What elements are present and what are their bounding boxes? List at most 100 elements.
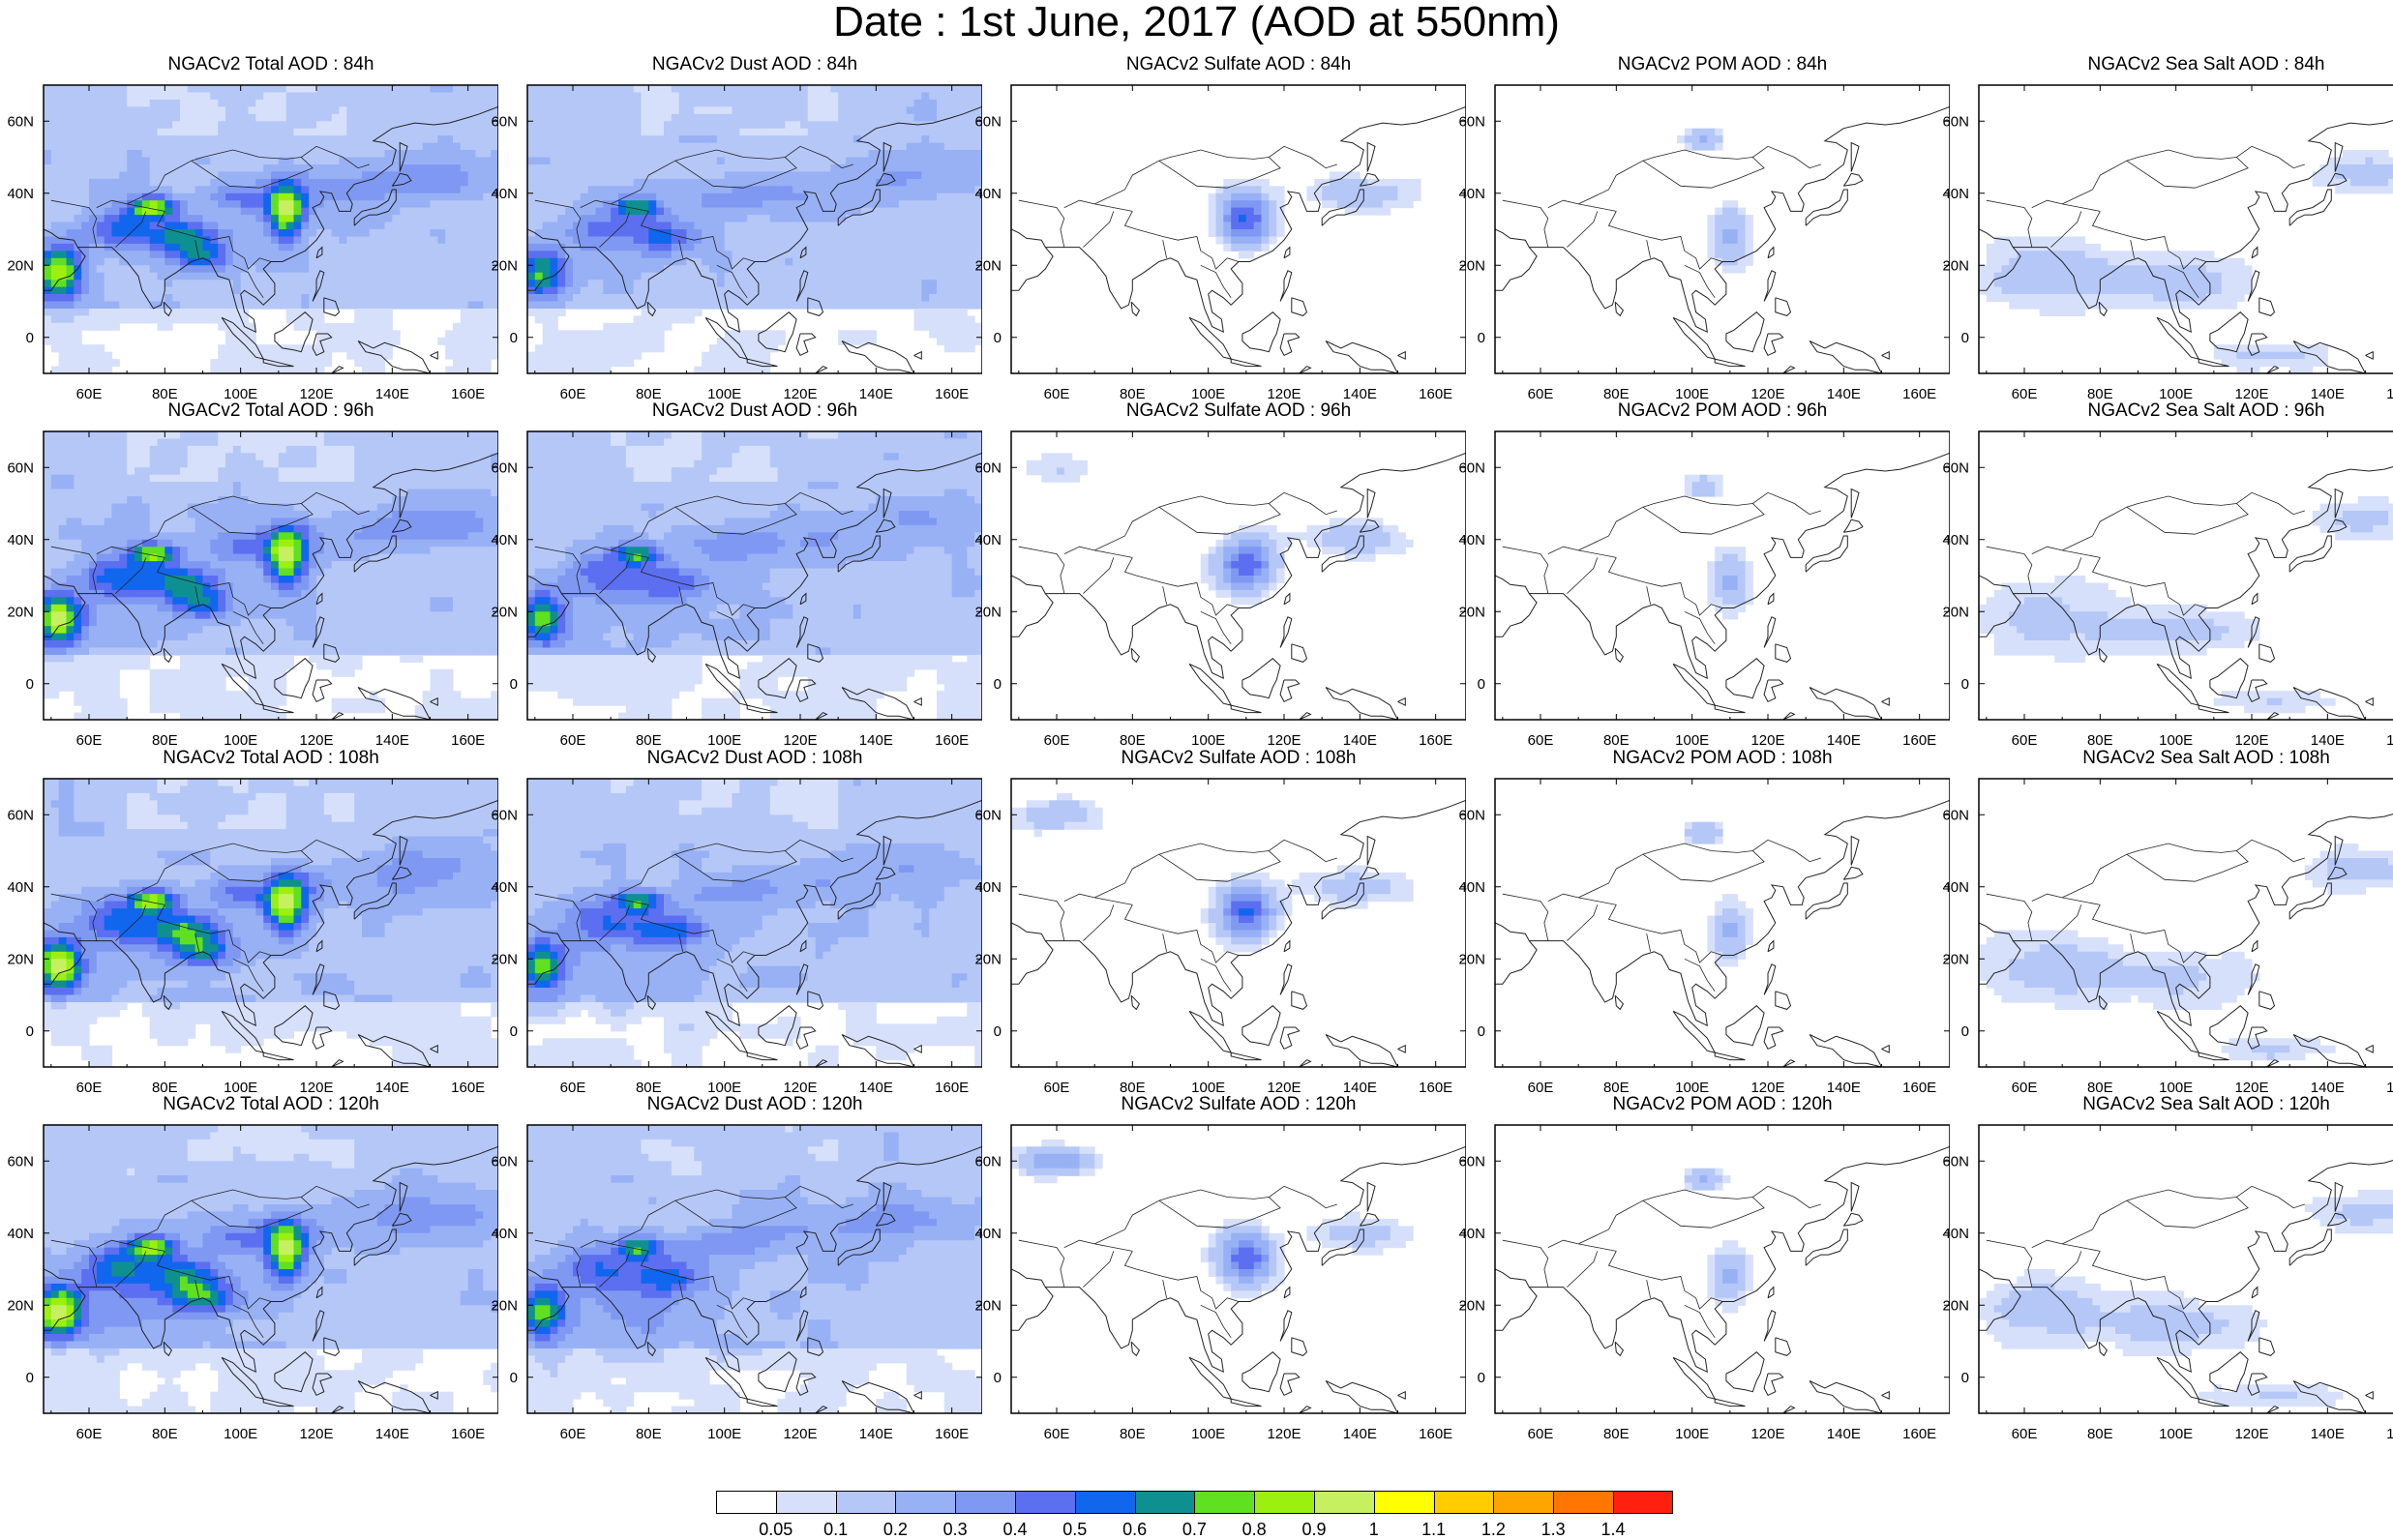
colorbar-label: 0.6 [1122, 1520, 1147, 1540]
lon-tick-label: 120E [1267, 1426, 1301, 1438]
lat-tick-label: 0 [1478, 330, 1485, 346]
lat-tick-label: 0 [1961, 676, 1969, 693]
lat-tick-label: 40N [7, 879, 34, 896]
lat-tick-label: 60N [491, 113, 518, 130]
lat-tick-label: 20N [491, 257, 518, 274]
lat-tick-label: 60N [7, 459, 34, 476]
lon-tick-label: 160E [935, 1426, 969, 1438]
lat-tick-label: 40N [1942, 532, 1969, 548]
colorbar-label: 1.3 [1541, 1520, 1566, 1540]
colorbar-label: 1.4 [1600, 1520, 1625, 1540]
lon-tick-label: 60E [1044, 1426, 1070, 1438]
lon-tick-label: 140E [1827, 1426, 1861, 1438]
lat-tick-label: 0 [1961, 330, 1969, 346]
aod-field [1685, 1169, 1753, 1314]
lat-tick-label: 40N [1942, 1226, 1969, 1242]
lat-tick-label: 40N [974, 186, 1002, 202]
lon-tick-label: 100E [1191, 1426, 1225, 1438]
lat-tick-label: 0 [510, 330, 518, 346]
lat-tick-label: 40N [491, 1226, 518, 1242]
lat-tick-label: 0 [1478, 676, 1485, 693]
colorbar-label: 0.7 [1182, 1520, 1207, 1540]
lon-tick-label: 100E [1675, 1426, 1709, 1438]
aod-field [1677, 129, 1753, 274]
aod-field [44, 1125, 498, 1414]
lat-tick-label: 20N [7, 604, 34, 620]
lat-tick-label: 40N [1458, 879, 1485, 896]
colorbar-swatch [1553, 1491, 1613, 1514]
lat-tick-label: 60N [7, 113, 34, 130]
plot-frame [1979, 431, 2393, 720]
lat-tick-label: 40N [1458, 532, 1485, 548]
colorbar-swatch [1613, 1491, 1673, 1514]
colorbar-label: 0.05 [759, 1520, 793, 1540]
lat-tick-label: 0 [510, 1023, 518, 1040]
lon-tick-label: 120E [299, 1426, 333, 1438]
aod-field [1979, 496, 2393, 713]
lat-tick-label: 60N [974, 459, 1002, 476]
colorbar-label: 0.9 [1301, 1520, 1326, 1540]
lat-tick-label: 0 [1478, 1023, 1485, 1040]
lon-tick-label: 160E [451, 1426, 485, 1438]
lat-tick-label: 0 [994, 330, 1002, 346]
lat-tick-label: 40N [1942, 879, 1969, 896]
lat-tick-label: 40N [7, 1226, 34, 1242]
lat-tick-label: 20N [974, 604, 1002, 620]
lat-tick-label: 40N [491, 186, 518, 202]
aod-field [1979, 844, 2393, 1060]
lon-tick-label: 100E [2159, 1426, 2193, 1438]
colorbar-swatch [1314, 1491, 1374, 1514]
lat-tick-label: 60N [1458, 459, 1485, 476]
lat-tick-label: 20N [7, 257, 34, 274]
lat-tick-label: 40N [1458, 1226, 1485, 1242]
lat-tick-label: 40N [1942, 186, 1969, 202]
lon-tick-label: 120E [1750, 1426, 1784, 1438]
coastlines [1959, 779, 2393, 1067]
lat-tick-label: 20N [974, 1297, 1002, 1314]
lon-tick-label: 160E [2386, 1426, 2393, 1438]
colorbar-label: 0.8 [1242, 1520, 1267, 1540]
lon-tick-label: 100E [224, 1426, 257, 1438]
lat-tick-label: 40N [7, 186, 34, 202]
colorbar-swatch [1075, 1491, 1135, 1514]
coastlines [1959, 431, 2393, 720]
lon-tick-label: 140E [1343, 1426, 1377, 1438]
lat-tick-label: 0 [1961, 1023, 1969, 1040]
coastlines [1959, 85, 2393, 373]
lat-tick-label: 20N [491, 1297, 518, 1314]
colorbar-label: 0.3 [943, 1520, 968, 1540]
lat-tick-label: 20N [1458, 1297, 1485, 1314]
aod-field [1685, 822, 1753, 967]
lat-tick-label: 20N [1458, 951, 1485, 967]
colorbar-label: 0.4 [1002, 1520, 1027, 1540]
aod-field [44, 85, 498, 374]
lat-tick-label: 60N [1942, 113, 1969, 130]
lat-tick-label: 20N [491, 604, 518, 620]
lat-tick-label: 0 [1478, 1370, 1485, 1386]
lat-tick-label: 60N [1458, 1153, 1485, 1170]
lat-tick-label: 20N [1458, 257, 1485, 274]
lon-tick-label: 120E [2234, 1426, 2268, 1438]
lat-tick-label: 0 [994, 676, 1002, 693]
colorbar-swatch [1493, 1491, 1553, 1514]
aod-field [1011, 793, 1414, 952]
lat-tick-label: 0 [26, 330, 34, 346]
